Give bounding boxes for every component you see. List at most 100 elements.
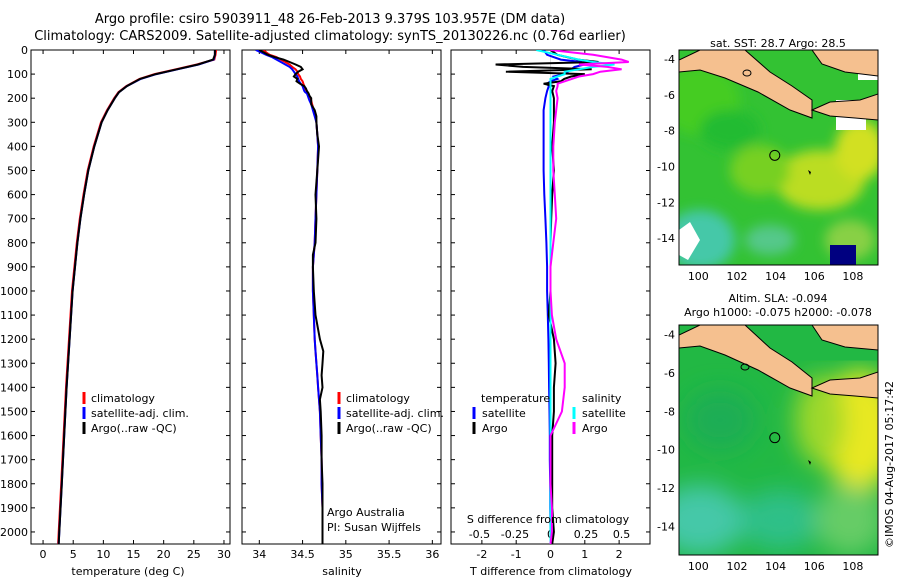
series-line-satellite-adj-clim- <box>57 50 216 544</box>
map-lon-label: 108 <box>842 270 863 283</box>
series-line-s-argo <box>549 50 630 544</box>
x-tick-label: 36 <box>425 548 439 561</box>
temperature-panel-frame <box>30 49 231 545</box>
depth-tick-label: 1600 <box>0 430 28 443</box>
difference-xlabel-top: S difference from climatology <box>467 513 630 526</box>
legend-temperature-title: temperature <box>481 392 550 405</box>
depth-tick-label: 1900 <box>0 502 28 515</box>
argo-australia-note: Argo Australia <box>327 506 405 519</box>
s-diff-tick-label: 0.5 <box>613 528 631 541</box>
figure-title-line-1: Argo profile: csiro 5903911_48 26-Feb-20… <box>94 12 566 27</box>
x-tick-label: 25 <box>187 548 201 561</box>
argo-float-marker <box>769 432 781 444</box>
map-lat-label: -14 <box>657 520 675 533</box>
sst-cold-patch <box>830 245 856 265</box>
sumatra-landmass <box>679 325 813 397</box>
sla-map-frame <box>678 324 879 556</box>
s-diff-tick-label: -0.25 <box>501 528 529 541</box>
x-tick-label: 0 <box>40 548 47 561</box>
map-lat-label: -4 <box>664 53 675 66</box>
depth-tick-label: 1100 <box>0 309 28 322</box>
sst-map: sat. SST: 28.7 Argo: 28.5 <box>678 37 879 266</box>
x-tick-label: 30 <box>217 548 231 561</box>
difference-legend: temperature satellite Argo salinity sate… <box>472 392 626 435</box>
x-tick-label: 15 <box>127 548 141 561</box>
legend-argo-label: Argo(..raw -QC) <box>346 422 432 435</box>
temperature-xlabel: temperature (deg C) <box>71 565 184 578</box>
x-tick-label: 0 <box>547 548 554 561</box>
series-line-argo-raw-qc- <box>57 50 216 544</box>
map-lon-label: 106 <box>804 560 825 573</box>
figure-title-line-2: Climatology: CARS2009. Satellite-adjuste… <box>34 29 626 44</box>
x-tick-label: 5 <box>70 548 77 561</box>
legend-s-satellite-label: satellite <box>582 407 626 420</box>
legend-t-argo-label: Argo <box>482 422 508 435</box>
island-outline <box>742 69 752 77</box>
sst-map-frame <box>678 49 879 266</box>
sumatra-landmass <box>679 50 813 119</box>
legend-satellite-label: satellite-adj. clim. <box>91 407 189 420</box>
map-lat-label: -8 <box>664 125 675 138</box>
map-lat-label: -10 <box>657 160 675 173</box>
legend-climatology-label: climatology <box>91 392 155 405</box>
x-tick-label: -2 <box>476 548 487 561</box>
map-lat-label: -4 <box>664 329 675 342</box>
salinity-legend: climatology satellite-adj. clim. Argo(..… <box>337 392 444 435</box>
depth-tick-label: 200 <box>7 92 28 105</box>
depth-tick-label: 1400 <box>0 381 28 394</box>
java-landmass <box>810 371 878 399</box>
map-lat-label: -12 <box>657 482 675 495</box>
island-outline <box>808 460 811 465</box>
series-line-s-satellite <box>536 50 615 544</box>
island-outline <box>740 363 750 371</box>
legend-satellite-label: satellite-adj. clim. <box>346 407 444 420</box>
sst-field-texture <box>679 65 878 265</box>
island-outline <box>808 170 811 175</box>
depth-tick-label: 2000 <box>0 526 28 539</box>
sst-map-title: sat. SST: 28.7 Argo: 28.5 <box>710 37 846 50</box>
series-line-climatology <box>57 50 218 544</box>
sla-map-title: Altim. SLA: -0.094 <box>728 292 827 305</box>
x-tick-label: 10 <box>96 548 110 561</box>
depth-tick-label: 900 <box>7 261 28 274</box>
depth-tick-label: 100 <box>7 68 28 81</box>
legend-s-argo-label: Argo <box>582 422 608 435</box>
argo-float-marker <box>769 149 781 161</box>
depth-tick-label: 600 <box>7 189 28 202</box>
salinity-panel-frame <box>241 49 442 545</box>
depth-tick-label: 300 <box>7 116 28 129</box>
depth-tick-label: 1200 <box>0 333 28 346</box>
java-landmass <box>810 93 878 121</box>
series-line-satellite-adj-clim- <box>255 50 324 544</box>
curves-layer <box>57 50 630 544</box>
map-lat-label: -6 <box>664 89 675 102</box>
imos-timestamp: ©IMOS 04-Aug-2017 05:17:42 <box>883 381 896 548</box>
map-lon-label: 100 <box>688 270 709 283</box>
map-lat-label: -8 <box>664 405 675 418</box>
map-lon-label: 102 <box>726 560 747 573</box>
difference-xlabel: T difference from climatology <box>469 565 632 578</box>
x-tick-label: 1 <box>581 548 588 561</box>
x-tick-label: -1 <box>511 548 522 561</box>
legend-salinity-title: salinity <box>582 392 622 405</box>
map-lon-label: 100 <box>688 560 709 573</box>
depth-tick-label: 400 <box>7 140 28 153</box>
sst-missing-data <box>679 222 700 260</box>
map-lat-label: -14 <box>657 232 675 245</box>
sla-map-subtitle: Argo h1000: -0.075 h2000: -0.078 <box>684 306 872 319</box>
sla-map: Altim. SLA: -0.094 Argo h1000: -0.075 h2… <box>678 292 879 556</box>
map-lon-label: 108 <box>842 560 863 573</box>
map-lon-label: 106 <box>804 270 825 283</box>
map-lat-label: -12 <box>657 196 675 209</box>
borneo-landmass <box>811 325 878 351</box>
x-tick-label: 35 <box>339 548 353 561</box>
map-lat-label: -10 <box>657 444 675 457</box>
depth-tick-label: 1800 <box>0 478 28 491</box>
temperature-legend: climatology satellite-adj. clim. Argo(..… <box>82 392 189 435</box>
s-diff-tick-label: 0.25 <box>574 528 599 541</box>
x-tick-label: 2 <box>616 548 623 561</box>
depth-tick-label: 700 <box>7 213 28 226</box>
borneo-landmass <box>811 50 878 77</box>
depth-tick-label: 1300 <box>0 357 28 370</box>
